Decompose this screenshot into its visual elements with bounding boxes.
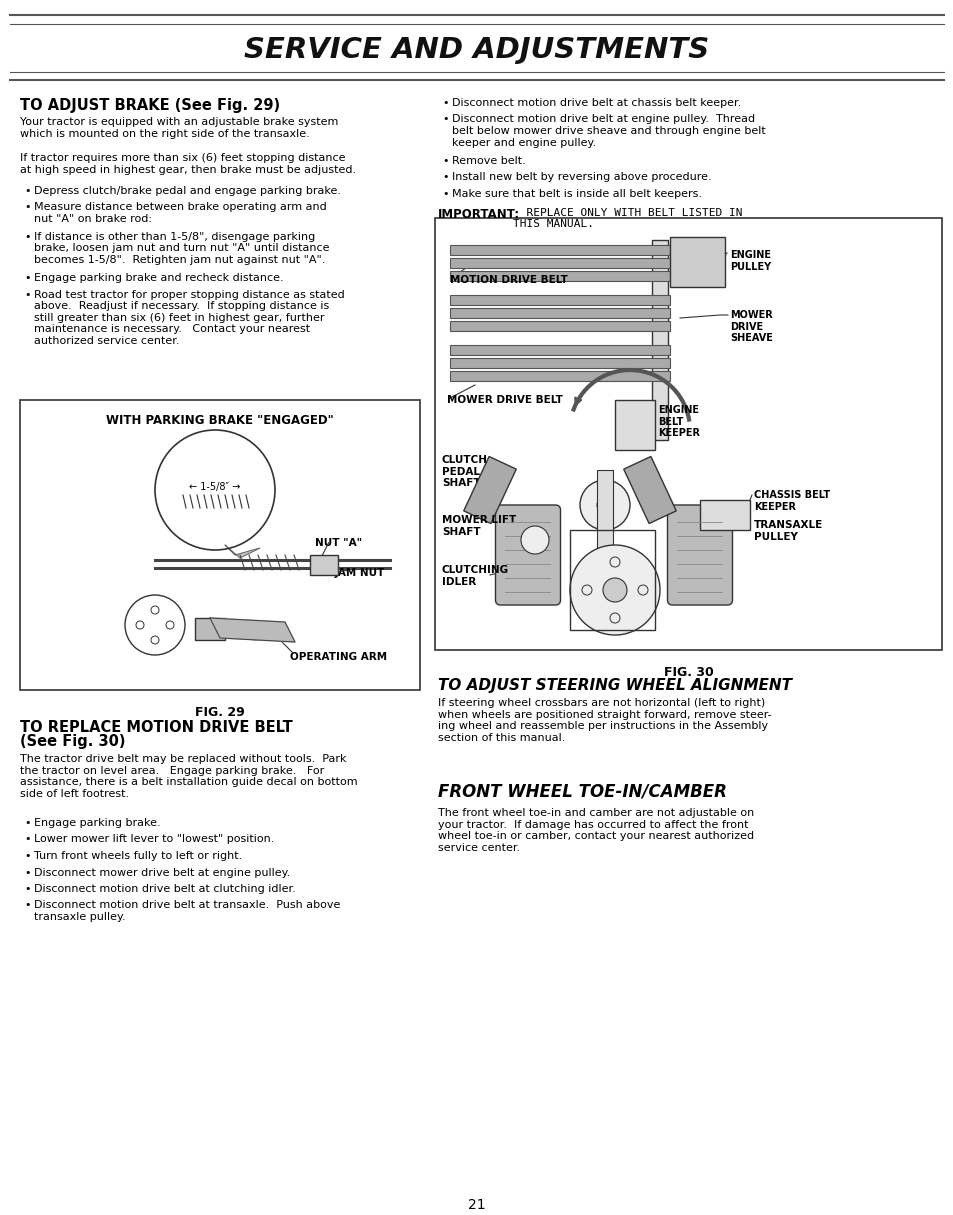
Text: Disconnect motion drive belt at clutching idler.: Disconnect motion drive belt at clutchin… bbox=[34, 885, 295, 894]
Text: Disconnect motion drive belt at transaxle.  Push above
transaxle pulley.: Disconnect motion drive belt at transaxl… bbox=[34, 900, 340, 922]
Text: TO REPLACE MOTION DRIVE BELT: TO REPLACE MOTION DRIVE BELT bbox=[20, 720, 293, 735]
Polygon shape bbox=[210, 618, 294, 642]
Text: ENGINE
BELT
KEEPER: ENGINE BELT KEEPER bbox=[658, 405, 700, 439]
Text: TO ADJUST STEERING WHEEL ALIGNMENT: TO ADJUST STEERING WHEEL ALIGNMENT bbox=[437, 678, 791, 693]
Bar bbox=[194, 618, 225, 640]
Text: 21: 21 bbox=[468, 1198, 485, 1213]
Text: If distance is other than 1-5/8", disengage parking
brake, loosen jam nut and tu: If distance is other than 1-5/8", diseng… bbox=[34, 232, 329, 265]
Text: MOWER LIFT
SHAFT: MOWER LIFT SHAFT bbox=[441, 515, 516, 537]
Text: IMPORTANT:: IMPORTANT: bbox=[437, 208, 519, 220]
Polygon shape bbox=[623, 457, 676, 524]
Text: •: • bbox=[24, 818, 30, 827]
Text: JAM NUT: JAM NUT bbox=[335, 567, 385, 578]
Text: •: • bbox=[24, 203, 30, 213]
Circle shape bbox=[569, 546, 659, 635]
Text: If steering wheel crossbars are not horizontal (left to right)
when wheels are p: If steering wheel crossbars are not hori… bbox=[437, 697, 771, 742]
Text: •: • bbox=[24, 186, 30, 196]
Text: •: • bbox=[24, 289, 30, 300]
Text: (See Fig. 30): (See Fig. 30) bbox=[20, 734, 126, 748]
Text: CHASSIS BELT
KEEPER: CHASSIS BELT KEEPER bbox=[753, 490, 829, 512]
Text: •: • bbox=[441, 173, 448, 182]
Text: •: • bbox=[24, 900, 30, 910]
Text: •: • bbox=[441, 98, 448, 108]
Text: Turn front wheels fully to left or right.: Turn front wheels fully to left or right… bbox=[34, 850, 242, 861]
Bar bbox=[310, 555, 337, 575]
Circle shape bbox=[602, 578, 626, 601]
Text: The front wheel toe-in and camber are not adjustable on
your tractor.  If damage: The front wheel toe-in and camber are no… bbox=[437, 808, 754, 853]
Text: Engage parking brake.: Engage parking brake. bbox=[34, 818, 160, 827]
Bar bbox=[450, 307, 669, 318]
Bar bbox=[450, 321, 669, 330]
FancyBboxPatch shape bbox=[495, 505, 560, 605]
Text: Remove belt.: Remove belt. bbox=[452, 156, 525, 166]
Polygon shape bbox=[463, 457, 516, 524]
Circle shape bbox=[520, 526, 548, 554]
Text: CLUTCHING
IDLER: CLUTCHING IDLER bbox=[441, 565, 509, 587]
Bar bbox=[450, 258, 669, 269]
Text: TO ADJUST BRAKE (See Fig. 29): TO ADJUST BRAKE (See Fig. 29) bbox=[20, 98, 280, 113]
Text: Disconnect motion drive belt at chassis belt keeper.: Disconnect motion drive belt at chassis … bbox=[452, 98, 740, 108]
Text: •: • bbox=[441, 156, 448, 166]
Bar bbox=[597, 470, 613, 600]
FancyBboxPatch shape bbox=[667, 505, 732, 605]
Text: CLUTCH
PEDAL
SHAFT: CLUTCH PEDAL SHAFT bbox=[441, 454, 488, 488]
Circle shape bbox=[579, 480, 629, 530]
Bar bbox=[450, 295, 669, 305]
Bar bbox=[435, 217, 941, 650]
Bar bbox=[450, 358, 669, 368]
Text: MOTION DRIVE BELT: MOTION DRIVE BELT bbox=[450, 275, 567, 286]
Bar bbox=[569, 530, 655, 631]
Circle shape bbox=[597, 497, 613, 513]
Polygon shape bbox=[225, 546, 260, 558]
Text: •: • bbox=[24, 232, 30, 242]
Text: •: • bbox=[24, 885, 30, 894]
Text: •: • bbox=[441, 190, 448, 199]
Text: Install new belt by reversing above procedure.: Install new belt by reversing above proc… bbox=[452, 173, 711, 182]
Text: The tractor drive belt may be replaced without tools.  Park
the tractor on level: The tractor drive belt may be replaced w… bbox=[20, 755, 357, 798]
Text: •: • bbox=[441, 114, 448, 124]
Text: FIG. 29: FIG. 29 bbox=[195, 706, 245, 719]
Text: Your tractor is equipped with an adjustable brake system
which is mounted on the: Your tractor is equipped with an adjusta… bbox=[20, 117, 338, 139]
Text: •: • bbox=[24, 273, 30, 283]
Text: •: • bbox=[24, 868, 30, 877]
Text: TRANSAXLE
PULLEY: TRANSAXLE PULLEY bbox=[753, 520, 822, 542]
Bar bbox=[450, 345, 669, 355]
Text: Make sure that belt is inside all belt keepers.: Make sure that belt is inside all belt k… bbox=[452, 190, 701, 199]
Text: •: • bbox=[24, 850, 30, 861]
Text: SERVICE AND ADJUSTMENTS: SERVICE AND ADJUSTMENTS bbox=[244, 36, 709, 64]
Text: REPLACE ONLY WITH BELT LISTED IN
THIS MANUAL.: REPLACE ONLY WITH BELT LISTED IN THIS MA… bbox=[513, 208, 741, 230]
Bar bbox=[20, 400, 419, 690]
Text: Engage parking brake and recheck distance.: Engage parking brake and recheck distanc… bbox=[34, 273, 283, 283]
Bar bbox=[700, 501, 749, 530]
Text: Disconnect motion drive belt at engine pulley.  Thread
belt below mower drive sh: Disconnect motion drive belt at engine p… bbox=[452, 114, 765, 148]
Text: ENGINE
PULLEY: ENGINE PULLEY bbox=[729, 250, 770, 272]
Text: Lower mower lift lever to "lowest" position.: Lower mower lift lever to "lowest" posit… bbox=[34, 835, 274, 844]
Bar bbox=[450, 371, 669, 382]
Bar bbox=[450, 271, 669, 281]
Text: FIG. 30: FIG. 30 bbox=[663, 666, 713, 679]
Text: Measure distance between brake operating arm and
nut "A" on brake rod:: Measure distance between brake operating… bbox=[34, 203, 327, 224]
Bar bbox=[615, 400, 655, 450]
Text: FRONT WHEEL TOE-IN/CAMBER: FRONT WHEEL TOE-IN/CAMBER bbox=[437, 782, 726, 799]
Text: OPERATING ARM: OPERATING ARM bbox=[290, 652, 387, 662]
Text: •: • bbox=[24, 835, 30, 844]
Text: NUT "A": NUT "A" bbox=[314, 538, 362, 548]
Bar bbox=[450, 245, 669, 255]
Bar bbox=[669, 237, 724, 287]
Text: MOWER DRIVE BELT: MOWER DRIVE BELT bbox=[447, 395, 562, 405]
Text: Disconnect mower drive belt at engine pulley.: Disconnect mower drive belt at engine pu… bbox=[34, 868, 290, 877]
Text: WITH PARKING BRAKE "ENGAGED": WITH PARKING BRAKE "ENGAGED" bbox=[106, 414, 334, 426]
Text: MOWER
DRIVE
SHEAVE: MOWER DRIVE SHEAVE bbox=[729, 310, 772, 343]
Text: If tractor requires more than six (6) feet stopping distance
at high speed in hi: If tractor requires more than six (6) fe… bbox=[20, 153, 355, 175]
Text: ← 1-5/8″ →: ← 1-5/8″ → bbox=[189, 482, 240, 492]
Text: Depress clutch/brake pedal and engage parking brake.: Depress clutch/brake pedal and engage pa… bbox=[34, 186, 340, 196]
Text: Road test tractor for proper stopping distance as stated
above.  Readjust if nec: Road test tractor for proper stopping di… bbox=[34, 289, 344, 346]
Bar bbox=[651, 241, 667, 440]
